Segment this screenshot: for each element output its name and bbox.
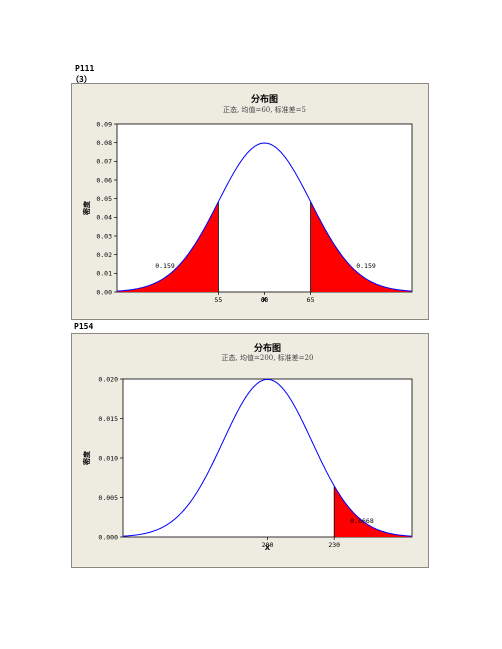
chart-panel-1: 分布图 正态, 均值=60, 标准差=5 0.159 0.159 0.00 0.01 0.0… (71, 83, 429, 320)
y-axis-label: 密度 (82, 450, 91, 465)
shaded-tail-2 (310, 201, 412, 292)
x-axis-label: X (262, 296, 268, 304)
problem-sub-label: （3） (71, 75, 92, 84)
y-axis-label: 密度 (82, 200, 91, 215)
y-tick-label: 0.03 (96, 232, 112, 240)
y-tick-label: 0.005 (98, 494, 118, 502)
y-tick-label: 0.05 (96, 195, 112, 203)
y-tick-label: 0.09 (96, 120, 112, 128)
problem-label-p154: P154 (74, 322, 94, 331)
y-tick-label: 0.04 (96, 214, 112, 222)
y-tick-label: 0.01 (96, 270, 112, 278)
y-tick-label: 0.015 (98, 415, 118, 423)
plot-area (116, 123, 413, 293)
density-curve (116, 142, 413, 292)
y-tick-label: 0.00 (96, 288, 112, 296)
chart-subtitle: 正态, 均值=200, 标准差=20 (222, 353, 314, 362)
y-tick-label: 0.08 (96, 139, 112, 147)
x-tick-label: 60 (261, 296, 269, 304)
y-tick-label: 0.02 (96, 251, 112, 259)
tail-probability-label: 0.159 (356, 262, 376, 270)
chart-title: 分布图 (251, 93, 278, 105)
y-tick-label: 0.000 (98, 533, 118, 541)
chart-panel-2: 分布图 正态, 均值=200, 标准差=20 0.0668 0.000 0.005 0.0… (71, 333, 429, 568)
x-tick-label: 55 (214, 296, 222, 304)
x-tick-label: 65 (307, 296, 315, 304)
y-tick-label: 0.020 (98, 375, 118, 383)
tail-probability-label: 0.159 (155, 262, 175, 270)
problem-label-p111: P111 (75, 64, 95, 73)
y-tick-label: 0.07 (96, 158, 112, 166)
y-tick-label: 0.010 (98, 454, 118, 462)
shaded-tail-1 (334, 485, 412, 537)
x-tick-label: 230 (328, 541, 340, 549)
x-axis-label: X (265, 544, 271, 552)
y-tick-label: 0.06 (96, 176, 112, 184)
x-tick-label: 200 (262, 541, 274, 549)
chart-title: 分布图 (254, 342, 281, 354)
chart-subtitle: 正态, 均值=60, 标准差=5 (223, 105, 306, 114)
shaded-tail-1 (117, 201, 219, 292)
plot-area (122, 378, 413, 538)
density-curve (122, 378, 413, 537)
